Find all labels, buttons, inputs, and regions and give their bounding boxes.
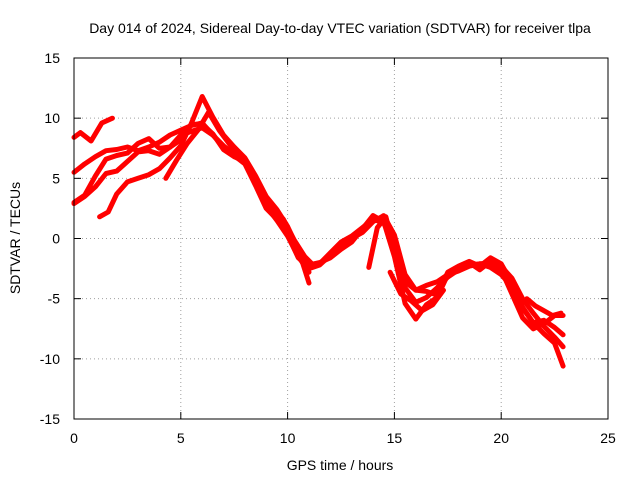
y-tick-label: -10 [40, 351, 60, 367]
series-line-6 [163, 109, 316, 268]
x-axis-title: GPS time / hours [287, 457, 394, 473]
x-tick-label: 5 [177, 430, 185, 446]
x-tick-label: 10 [280, 430, 296, 446]
x-tick-label: 25 [600, 430, 616, 446]
x-tick-label: 20 [493, 430, 509, 446]
series-line-10 [366, 214, 566, 338]
x-tick-label: 0 [70, 430, 78, 446]
x-tick-labels: 0 5 10 15 20 25 [70, 430, 616, 446]
y-axis-title: SDTVAR / TECUs [7, 182, 23, 294]
series-line-2 [71, 120, 318, 270]
y-tick-label: 5 [52, 170, 60, 186]
y-tick-label: -15 [40, 411, 60, 427]
series-line-12 [524, 296, 564, 318]
y-tick-labels: -15 -10 -5 0 5 10 15 [40, 50, 60, 427]
series-line-11 [387, 269, 446, 314]
series-line-3 [71, 121, 312, 269]
x-tick-label: 15 [387, 430, 403, 446]
y-tick-label: 10 [44, 110, 60, 126]
y-tick-label: 0 [52, 231, 60, 247]
series-line-1 [71, 115, 115, 144]
tick-marks [73, 57, 609, 420]
grid [74, 58, 608, 419]
y-tick-label: 15 [44, 50, 60, 66]
y-tick-label: -5 [48, 291, 61, 307]
series-group [71, 94, 566, 369]
chart-title: Day 014 of 2024, Sidereal Day-to-day VTE… [89, 20, 591, 36]
series-line-4 [71, 125, 312, 275]
